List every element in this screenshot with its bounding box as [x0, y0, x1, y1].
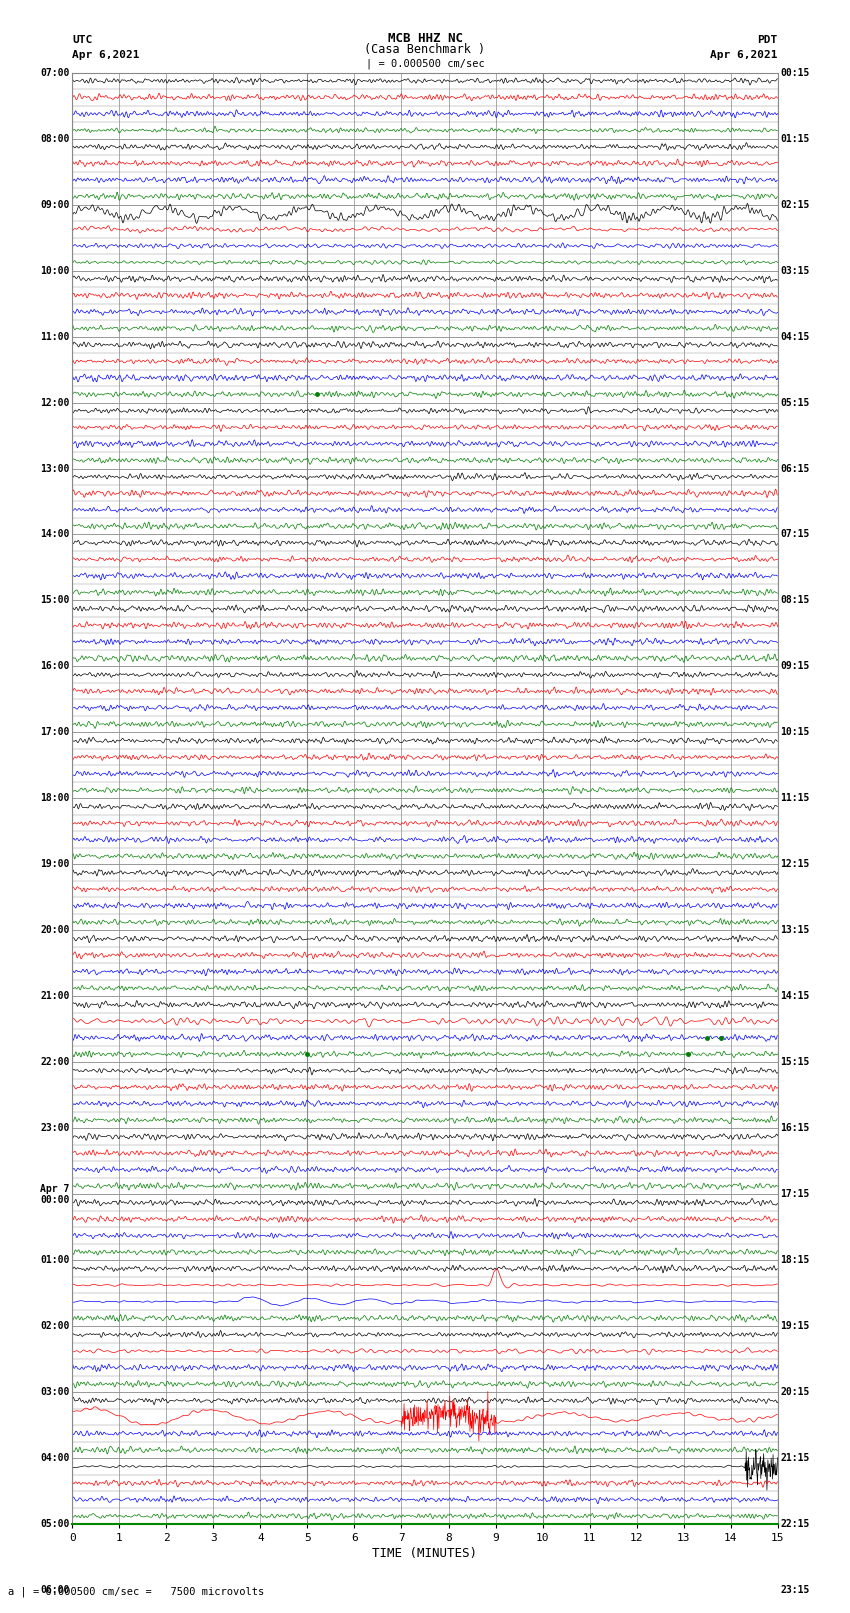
Text: 15:00: 15:00	[40, 595, 70, 605]
Text: 13:15: 13:15	[780, 926, 810, 936]
Text: 19:15: 19:15	[780, 1321, 810, 1331]
Text: 18:00: 18:00	[40, 794, 70, 803]
Text: 20:15: 20:15	[780, 1387, 810, 1397]
Text: 10:00: 10:00	[40, 266, 70, 276]
Text: 10:15: 10:15	[780, 727, 810, 737]
Text: UTC: UTC	[72, 35, 93, 45]
Text: 21:15: 21:15	[780, 1453, 810, 1463]
Text: 12:00: 12:00	[40, 397, 70, 408]
Text: 04:00: 04:00	[40, 1453, 70, 1463]
Text: a | = 0.000500 cm/sec =   7500 microvolts: a | = 0.000500 cm/sec = 7500 microvolts	[8, 1586, 264, 1597]
Text: 03:15: 03:15	[780, 266, 810, 276]
Text: 00:15: 00:15	[780, 68, 810, 77]
Text: 15:15: 15:15	[780, 1058, 810, 1068]
Text: 05:00: 05:00	[40, 1519, 70, 1529]
Text: 17:00: 17:00	[40, 727, 70, 737]
X-axis label: TIME (MINUTES): TIME (MINUTES)	[372, 1547, 478, 1560]
Text: 23:00: 23:00	[40, 1123, 70, 1134]
Text: 16:00: 16:00	[40, 661, 70, 671]
Text: 18:15: 18:15	[780, 1255, 810, 1265]
Text: 14:15: 14:15	[780, 992, 810, 1002]
Text: 13:00: 13:00	[40, 463, 70, 474]
Text: 06:00: 06:00	[40, 1586, 70, 1595]
Text: 02:00: 02:00	[40, 1321, 70, 1331]
Text: 22:00: 22:00	[40, 1058, 70, 1068]
Text: 19:00: 19:00	[40, 860, 70, 869]
Text: 11:15: 11:15	[780, 794, 810, 803]
Text: 03:00: 03:00	[40, 1387, 70, 1397]
Text: 09:15: 09:15	[780, 661, 810, 671]
Text: (Casa Benchmark ): (Casa Benchmark )	[365, 44, 485, 56]
Text: 22:15: 22:15	[780, 1519, 810, 1529]
Text: Apr 6,2021: Apr 6,2021	[72, 50, 139, 60]
Text: 08:15: 08:15	[780, 595, 810, 605]
Text: 14:00: 14:00	[40, 529, 70, 539]
Text: 05:15: 05:15	[780, 397, 810, 408]
Text: 08:00: 08:00	[40, 134, 70, 144]
Text: Apr 6,2021: Apr 6,2021	[711, 50, 778, 60]
Text: 12:15: 12:15	[780, 860, 810, 869]
Text: MCB HHZ NC: MCB HHZ NC	[388, 32, 462, 45]
Text: 11:00: 11:00	[40, 332, 70, 342]
Text: 07:00: 07:00	[40, 68, 70, 77]
Text: Apr 7
00:00: Apr 7 00:00	[40, 1184, 70, 1205]
Text: 23:15: 23:15	[780, 1586, 810, 1595]
Text: | = 0.000500 cm/sec: | = 0.000500 cm/sec	[366, 58, 484, 69]
Text: 17:15: 17:15	[780, 1189, 810, 1200]
Text: PDT: PDT	[757, 35, 778, 45]
Text: 16:15: 16:15	[780, 1123, 810, 1134]
Text: 01:15: 01:15	[780, 134, 810, 144]
Text: 20:00: 20:00	[40, 926, 70, 936]
Text: 07:15: 07:15	[780, 529, 810, 539]
Text: 21:00: 21:00	[40, 992, 70, 1002]
Text: 02:15: 02:15	[780, 200, 810, 210]
Text: 09:00: 09:00	[40, 200, 70, 210]
Text: 04:15: 04:15	[780, 332, 810, 342]
Text: 06:15: 06:15	[780, 463, 810, 474]
Text: 01:00: 01:00	[40, 1255, 70, 1265]
